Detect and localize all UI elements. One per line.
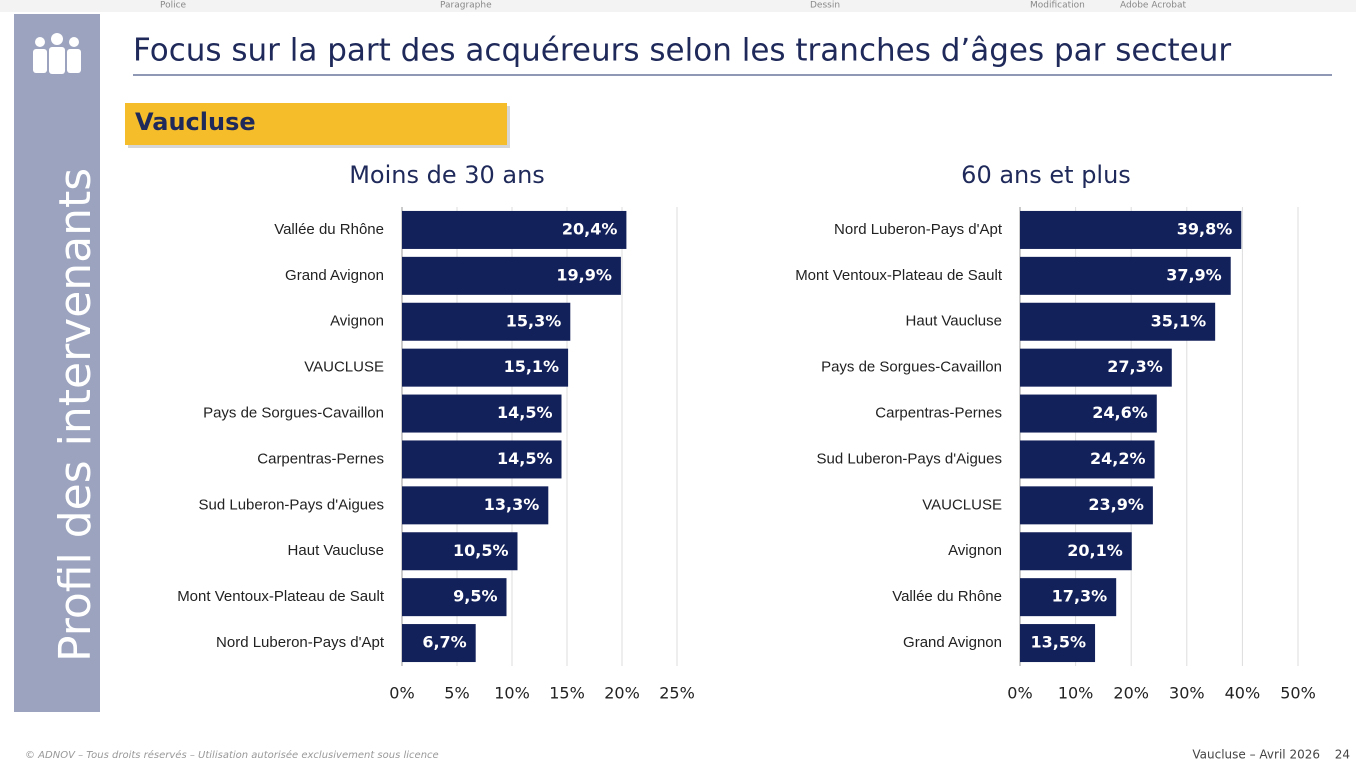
category-label: Avignon [330, 313, 384, 330]
section-label: Vaucluse [135, 108, 256, 136]
value-label: 13,3% [484, 495, 540, 514]
bar [402, 348, 569, 387]
category-label: Vallée du Rhône [274, 221, 384, 238]
x-tick-label: 15% [549, 684, 585, 703]
category-label: Sud Luberon-Pays d'Aigues [199, 496, 385, 513]
people-icon [33, 33, 81, 74]
x-tick-label: 0% [389, 684, 414, 703]
bar [402, 578, 507, 617]
x-tick-label: 10% [494, 684, 530, 703]
value-label: 37,9% [1166, 265, 1222, 284]
category-label: Carpentras-Pernes [875, 405, 1002, 422]
category-label: Haut Vaucluse [906, 313, 1002, 330]
page-number: 24 [1335, 748, 1350, 762]
chart-title: 60 ans et plus [961, 161, 1131, 189]
x-tick-label: 5% [444, 684, 469, 703]
footer: © ADNOV – Tous droits réservés – Utilisa… [25, 749, 439, 761]
value-label: 24,2% [1090, 449, 1146, 468]
x-tick-label: 20% [604, 684, 640, 703]
value-label: 23,9% [1088, 495, 1144, 514]
category-label: Grand Avignon [903, 634, 1002, 651]
category-label: Avignon [948, 542, 1002, 559]
ribbon-label: Police [160, 1, 187, 11]
ribbon-label: Dessin [810, 1, 840, 11]
bar [1020, 210, 1242, 249]
value-label: 14,5% [497, 449, 553, 468]
bar [1020, 302, 1216, 341]
bar [402, 486, 549, 525]
bar [1020, 532, 1132, 571]
x-tick-label: 0% [1007, 684, 1032, 703]
x-tick-label: 30% [1169, 684, 1205, 703]
ribbon-label: Adobe Acrobat [1120, 1, 1187, 11]
category-label: VAUCLUSE [304, 359, 384, 376]
value-label: 10,5% [453, 541, 509, 560]
bar [402, 210, 627, 249]
value-label: 19,9% [556, 265, 612, 284]
bar [402, 394, 562, 433]
x-tick-label: 50% [1280, 684, 1316, 703]
slide-title: Focus sur la part des acquéreurs selon l… [133, 33, 1231, 69]
x-tick-label: 40% [1225, 684, 1261, 703]
value-label: 27,3% [1107, 357, 1163, 376]
bar [402, 440, 562, 479]
category-label: Pays de Sorgues-Cavaillon [203, 405, 384, 422]
ribbon-label: Modification [1030, 1, 1085, 11]
sidebar [14, 14, 100, 712]
x-tick-label: 20% [1113, 684, 1149, 703]
x-tick-label: 25% [659, 684, 695, 703]
page-info: Vaucluse – Avril 2026 [1192, 748, 1320, 762]
sidebar-text: Profil des intervenants [50, 168, 101, 662]
value-label: 15,1% [504, 357, 560, 376]
chart-title: Moins de 30 ans [349, 161, 545, 189]
category-label: Grand Avignon [285, 267, 384, 284]
value-label: 24,6% [1092, 403, 1148, 422]
x-tick-label: 10% [1058, 684, 1094, 703]
bar [1020, 578, 1117, 617]
category-label: Nord Luberon-Pays d'Apt [216, 634, 385, 651]
bar [1020, 440, 1155, 479]
bar [1020, 486, 1153, 525]
ribbon-label: Paragraphe [440, 1, 492, 11]
value-label: 20,4% [562, 219, 618, 238]
bar [402, 624, 476, 663]
bar [402, 302, 571, 341]
value-label: 14,5% [497, 403, 553, 422]
value-label: 17,3% [1052, 587, 1108, 606]
category-label: Nord Luberon-Pays d'Apt [834, 221, 1003, 238]
category-label: Vallée du Rhône [892, 588, 1002, 605]
category-label: Haut Vaucluse [288, 542, 384, 559]
value-label: 39,8% [1177, 219, 1233, 238]
category-label: Mont Ventoux-Plateau de Sault [177, 588, 385, 605]
value-label: 35,1% [1151, 311, 1207, 330]
bar [1020, 394, 1157, 433]
category-label: Pays de Sorgues-Cavaillon [821, 359, 1002, 376]
bar [402, 256, 621, 295]
bar [402, 532, 518, 571]
value-label: 20,1% [1067, 541, 1123, 560]
bar [1020, 348, 1172, 387]
bar [1020, 256, 1231, 295]
value-label: 13,5% [1031, 633, 1087, 652]
ribbon-strip [0, 0, 1356, 12]
value-label: 15,3% [506, 311, 562, 330]
value-label: 9,5% [453, 587, 497, 606]
category-label: Mont Ventoux-Plateau de Sault [795, 267, 1003, 284]
category-label: VAUCLUSE [922, 496, 1002, 513]
bar [1020, 624, 1096, 663]
category-label: Sud Luberon-Pays d'Aigues [817, 450, 1003, 467]
section-box [125, 103, 507, 145]
category-label: Carpentras-Pernes [257, 450, 384, 467]
value-label: 6,7% [422, 633, 466, 652]
